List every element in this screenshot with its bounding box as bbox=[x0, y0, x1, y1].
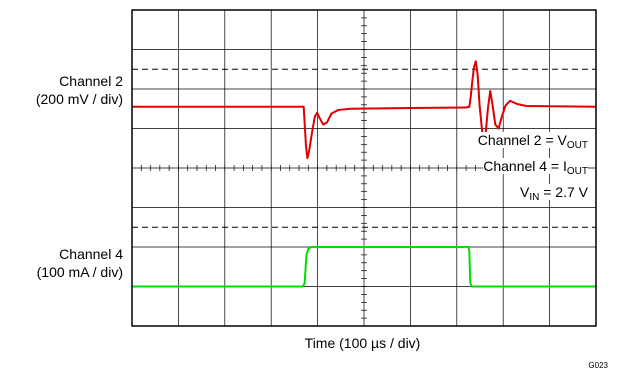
x-axis-label: Time (100 µs / div) bbox=[304, 335, 421, 351]
annotation-vin: VIN = 2.7 V bbox=[520, 184, 588, 203]
reference-markers bbox=[132, 68, 596, 228]
channel-4-scale: (100 mA / div) bbox=[36, 264, 123, 280]
plot-frame bbox=[131, 9, 597, 327]
channel-2-label: Channel 2 (200 mV / div) bbox=[10, 72, 123, 108]
figure-id: G023 bbox=[588, 361, 608, 370]
annotation-block: Channel 2 = VOUT Channel 4 = IOUT VIN = … bbox=[400, 130, 588, 208]
channel-2-scale: (200 mV / div) bbox=[35, 91, 123, 107]
channel-4-label: Channel 4 (100 mA / div) bbox=[10, 245, 123, 281]
annotation-channel-2: Channel 2 = VOUT bbox=[477, 132, 588, 151]
traces bbox=[132, 60, 597, 288]
trace-channel-4-iout bbox=[132, 246, 596, 288]
channel-2-name: Channel 2 bbox=[59, 73, 123, 89]
channel-4-name: Channel 4 bbox=[59, 246, 123, 262]
trace-channel-2-vout bbox=[132, 60, 597, 160]
annotation-channel-4: Channel 4 = IOUT bbox=[483, 158, 588, 177]
